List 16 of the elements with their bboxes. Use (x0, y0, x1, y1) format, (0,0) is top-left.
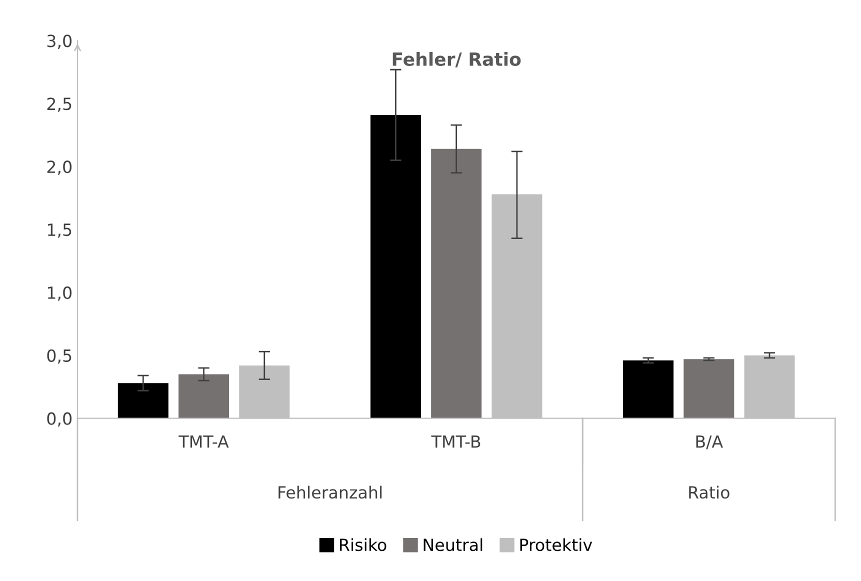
y-tick-label: 1,5 (48, 224, 72, 238)
y-tick-label: 0,5 (47, 349, 72, 364)
text: Fehler/ Ratio (392, 52, 521, 68)
y-tick-label: 1,0 (48, 286, 72, 301)
legend-label: Protektiv (520, 538, 592, 552)
text: Fehleranzahl (278, 486, 382, 499)
y-tick-label: 0,0 (47, 412, 72, 427)
y-tick-label: 2,5 (47, 98, 72, 112)
y-tick-label: 2,0 (47, 160, 72, 175)
x-tick-label: B/A (696, 436, 723, 450)
legend-label: Neutral (424, 538, 482, 552)
x-tick-label: TMT-B (431, 436, 480, 448)
x-tick-label: TMT-A (178, 436, 229, 448)
text: Ratio (689, 486, 730, 499)
y-tick-label: 3,0 (47, 34, 72, 49)
legend-label: Risiko (340, 538, 386, 552)
